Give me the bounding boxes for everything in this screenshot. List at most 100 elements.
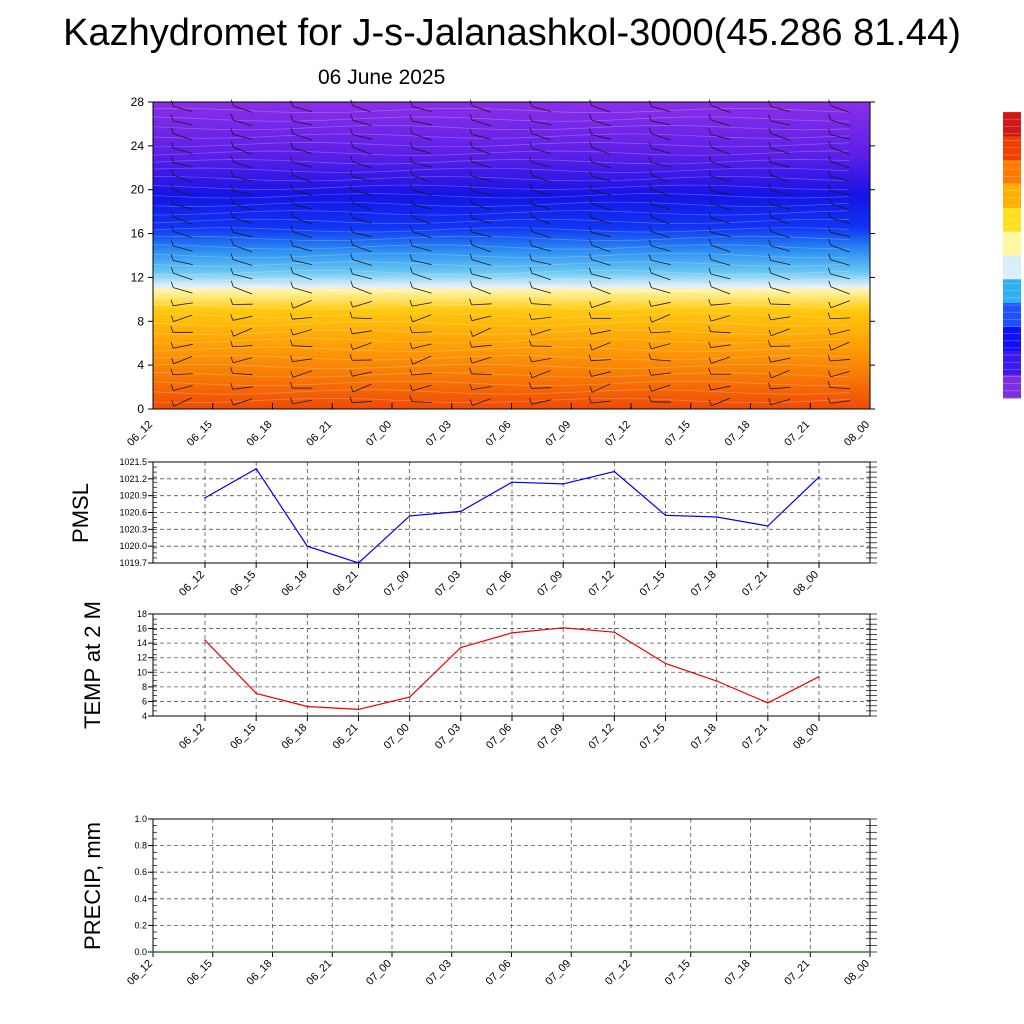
x-tick-label: 07_06	[484, 722, 514, 752]
wind-barb-shaft	[770, 287, 791, 294]
wind-barb-flag	[708, 357, 712, 364]
wind-barb-shaft	[651, 133, 671, 141]
wind-barb	[529, 281, 552, 294]
wind-barb-shaft	[591, 119, 611, 127]
wind-barb-shaft	[770, 387, 791, 390]
wind-barb-flag	[469, 356, 473, 364]
wind-barb-flag	[768, 313, 771, 321]
wind-barb	[828, 170, 850, 182]
wind-barb-shaft	[472, 203, 492, 211]
wind-barb	[170, 341, 193, 349]
wind-barb	[589, 253, 611, 266]
wind-barb-shaft	[830, 175, 850, 182]
y-tick-label: 12	[137, 653, 147, 663]
wind-barb-shaft	[711, 397, 731, 407]
wind-barb-flag	[529, 169, 533, 176]
pmsl-data-point	[664, 514, 667, 517]
wind-barb-flag	[469, 341, 473, 348]
wind-barb	[768, 313, 791, 321]
wind-barb-shaft	[173, 245, 193, 252]
wind-barb	[768, 254, 791, 265]
wind-barb	[708, 299, 731, 306]
wind-barb-shaft	[471, 303, 492, 306]
wind-barb	[410, 267, 432, 281]
wind-barb-shaft	[412, 245, 432, 252]
contour-line	[152, 201, 850, 207]
wind-barb-flag	[350, 211, 353, 219]
wind-barb-shaft	[770, 231, 791, 239]
x-tick-label: 06_18	[245, 419, 275, 449]
wind-barb	[529, 210, 551, 225]
wind-barb-shaft	[412, 189, 432, 196]
wind-barb	[409, 141, 432, 154]
precip-data-point	[391, 951, 393, 953]
wind-barb	[230, 113, 253, 127]
wind-barb	[768, 100, 791, 112]
wind-barb	[469, 238, 492, 253]
y-tick-label: 0.2	[134, 920, 147, 930]
x-tick-label: 07_03	[424, 419, 454, 449]
wind-barb-flag	[529, 267, 533, 274]
wind-barb-shaft	[471, 217, 492, 224]
wind-barb-shaft	[531, 358, 552, 363]
contour-line	[152, 270, 850, 276]
wind-barb	[171, 210, 193, 225]
wind-barb-flag	[529, 382, 532, 389]
wind-barb	[349, 327, 373, 335]
wind-barb-flag	[410, 127, 413, 134]
wind-barb	[828, 141, 850, 155]
wind-barb	[708, 367, 731, 375]
wind-barb-flag	[589, 170, 592, 177]
wind-barb-shaft	[173, 260, 193, 265]
wind-barb	[768, 398, 791, 405]
wind-barb-flag	[588, 312, 592, 319]
wind-barb	[410, 225, 432, 239]
wind-barb-flag	[708, 113, 712, 121]
wind-barb-shaft	[232, 345, 253, 348]
wind-barb-flag	[828, 238, 832, 246]
precip-data-point	[152, 951, 154, 953]
wind-barb	[589, 113, 611, 127]
wind-barb-shaft	[710, 161, 731, 169]
wind-barb	[349, 396, 373, 404]
wind-barb	[828, 211, 850, 224]
colorbar-segment	[1003, 374, 1021, 399]
wind-barb-flag	[529, 339, 532, 347]
wind-barb	[469, 267, 492, 280]
wind-barb-flag	[589, 238, 593, 246]
temp-data-point	[357, 708, 360, 711]
contour-line	[152, 116, 850, 122]
wind-barb-flag	[170, 198, 174, 205]
wind-barb	[170, 183, 193, 196]
wind-barb-shaft	[233, 105, 253, 113]
wind-barb-shaft	[232, 190, 253, 196]
wind-barb	[171, 267, 193, 281]
wind-barb	[529, 141, 552, 154]
wind-barb-shaft	[173, 385, 193, 391]
wind-barb-shaft	[710, 344, 731, 348]
x-tick-label: 07_09	[543, 958, 573, 988]
wind-barb-flag	[350, 343, 354, 350]
wind-barb-flag	[768, 281, 772, 288]
wind-barb-flag	[768, 239, 772, 247]
x-tick-label: 07_15	[638, 569, 668, 599]
wind-barb-shaft	[352, 119, 372, 127]
wind-barb-flag	[828, 301, 832, 309]
wind-barb-flag	[588, 184, 592, 191]
wind-barb-flag	[529, 329, 533, 336]
x-tick-label: 06_12	[177, 569, 207, 599]
wind-barb	[648, 156, 671, 168]
wind-barb-shaft	[591, 244, 611, 253]
wind-barb-flag	[529, 371, 533, 378]
wind-barb-shaft	[232, 398, 253, 406]
wind-barb	[828, 99, 850, 113]
wind-barb-flag	[708, 383, 712, 391]
wind-barb-shaft	[412, 355, 432, 365]
wind-barb-shaft	[471, 315, 492, 322]
wind-barb-flag	[828, 267, 831, 275]
wind-barb-flag	[410, 169, 413, 176]
wind-barb-shaft	[591, 190, 611, 196]
colorbar-segment	[1003, 350, 1021, 375]
wind-barb	[827, 184, 850, 196]
wind-barb-flag	[409, 198, 413, 205]
